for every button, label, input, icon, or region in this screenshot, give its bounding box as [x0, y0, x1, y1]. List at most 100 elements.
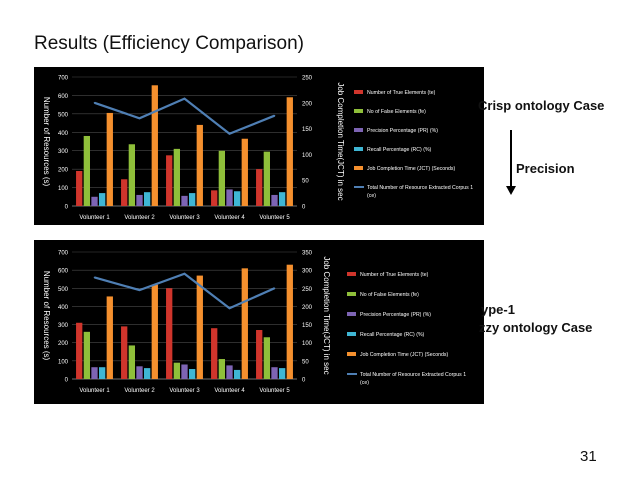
- label-crisp-case: Crisp ontology Case: [478, 98, 605, 113]
- legend-swatch: [354, 109, 363, 113]
- line-point-1: [93, 102, 96, 104]
- chart-crisp: 0 100 200 300 400 500 600 700 0 50 100 150 200 250 Num…: [42, 76, 473, 222]
- x-tick-label: Volunteer 3: [169, 215, 200, 221]
- legend-swatch: [347, 272, 356, 276]
- chart-fuzzy-panel: 0 100 200 300 400 500 600 700 0 50 100 150 200 250 300…: [34, 240, 484, 404]
- y2-tick-label: 200: [302, 305, 313, 311]
- bar-2-4: [218, 150, 225, 206]
- y-tick-label: 400: [58, 305, 69, 311]
- bar-5-5: [286, 264, 293, 379]
- bar-3-4: [226, 365, 233, 379]
- bar-4-5: [279, 368, 286, 379]
- y2-tick-label: 0: [302, 205, 306, 211]
- bar-3-5: [271, 367, 278, 379]
- y-tick-label: 500: [58, 112, 69, 118]
- bar-2-3: [173, 148, 180, 206]
- bar-4-1: [99, 193, 106, 206]
- legend-label: Precision Percentage (PR) (%): [360, 312, 431, 318]
- x-tick-label: Volunteer 3: [169, 388, 200, 394]
- x-tick-label: Volunteer 5: [259, 388, 290, 394]
- x-tick-label: Volunteer 4: [214, 215, 245, 221]
- bar-3-5: [271, 194, 278, 206]
- line-point-4: [228, 307, 231, 310]
- y-tick-label: 700: [58, 251, 69, 257]
- legend-label: Recall Percentage (RC) (%): [360, 332, 425, 338]
- bar-3-3: [181, 195, 188, 206]
- y-tick-label: 300: [58, 149, 69, 155]
- line-point-5: [273, 114, 276, 117]
- x-tick-label: Volunteer 1: [79, 215, 110, 221]
- legend-label: Number of True Elements (te): [367, 90, 436, 96]
- bar-4-3: [189, 369, 196, 379]
- bar-2-4: [218, 359, 225, 379]
- bar-5-3: [196, 124, 203, 206]
- y2-tick-label: 300: [302, 269, 313, 275]
- label-precision: Precision: [516, 161, 575, 176]
- bar-3-1: [91, 196, 98, 206]
- x-tick-label: Volunteer 4: [214, 388, 245, 394]
- y-tick-label: 400: [58, 131, 69, 137]
- bar-2-5: [263, 151, 270, 206]
- bar-4-4: [234, 191, 241, 206]
- bar-5-3: [196, 275, 203, 379]
- legend-label: No of False Elements (fe): [360, 292, 419, 298]
- bar-1-2: [121, 326, 128, 379]
- bar-2-1: [83, 135, 90, 206]
- bar-4-2: [144, 192, 151, 206]
- bar-1-3: [166, 155, 173, 206]
- arrow-down-line: [510, 130, 512, 190]
- y2-tick-label: 200: [302, 101, 313, 107]
- bar-1-5: [256, 330, 263, 379]
- y2-tick-label: 50: [302, 359, 309, 365]
- line-series-total-resources: [94, 97, 275, 136]
- line-point-1: [93, 276, 96, 279]
- y-tick-label: 600: [58, 269, 69, 275]
- y2-axis-title: Job Completion Time(JCT) in sec: [322, 256, 331, 374]
- line-point-5: [273, 287, 276, 290]
- chart-crisp-panel: 0 100 200 300 400 500 600 700 0 50 100 150 200 250 Num…: [34, 67, 484, 225]
- y2-tick-label: 0: [302, 378, 306, 384]
- bar-3-4: [226, 189, 233, 206]
- page-number: 31: [580, 448, 597, 465]
- legend-label: Total Number of Resource Extracted Corpu…: [367, 185, 473, 199]
- x-tick-label: Volunteer 5: [259, 215, 290, 221]
- bar-5-2: [151, 284, 158, 379]
- x-tick-label: Volunteer 1: [79, 388, 110, 394]
- bar-2-5: [263, 337, 270, 379]
- y2-tick-label: 100: [302, 153, 313, 159]
- y2-tick-label: 100: [302, 341, 313, 347]
- bar-4-3: [189, 193, 196, 206]
- chart-legend: Number of True Elements (te) No of False …: [347, 272, 466, 386]
- arrow-down-icon: [506, 186, 516, 195]
- y2-tick-label: 250: [302, 76, 313, 82]
- slide-title: Results (Efficiency Comparison): [34, 33, 304, 54]
- bar-2-3: [173, 362, 180, 379]
- bar-1-4: [211, 328, 218, 379]
- legend-label: Total Number of Resource Extracted Corpu…: [360, 372, 466, 386]
- y2-tick-label: 350: [302, 251, 313, 257]
- bar-3-3: [181, 364, 188, 379]
- bar-3-1: [91, 367, 98, 379]
- bar-5-4: [241, 138, 248, 206]
- y-axis-title: Number of Resources (s): [42, 271, 51, 361]
- bar-1-2: [121, 179, 128, 206]
- line-point-3: [183, 97, 186, 100]
- bar-4-2: [144, 368, 151, 379]
- bar-5-1: [106, 296, 113, 379]
- chart-fuzzy: 0 100 200 300 400 500 600 700 0 50 100 150 200 250 300…: [42, 251, 466, 395]
- y-tick-label: 500: [58, 287, 69, 293]
- legend-label: No of False Elements (fe): [367, 109, 426, 115]
- y-axis-title: Number of Resources (s): [42, 97, 51, 187]
- chart-legend: Number of True Elements (te) No of False …: [354, 90, 473, 199]
- bar-4-4: [234, 369, 241, 379]
- y2-tick-label: 50: [302, 179, 309, 185]
- bar-5-5: [286, 97, 293, 206]
- y2-axis-title: Job Completion Time(JCT) in sec: [336, 82, 345, 200]
- bar-2-2: [128, 345, 135, 379]
- bar-5-1: [106, 112, 113, 206]
- line-point-3: [183, 272, 186, 275]
- legend-swatch: [347, 292, 356, 296]
- label-fuzzy-case: zzy ontology Case: [479, 320, 593, 335]
- bar-2-2: [128, 144, 135, 206]
- bar-1-3: [166, 288, 173, 379]
